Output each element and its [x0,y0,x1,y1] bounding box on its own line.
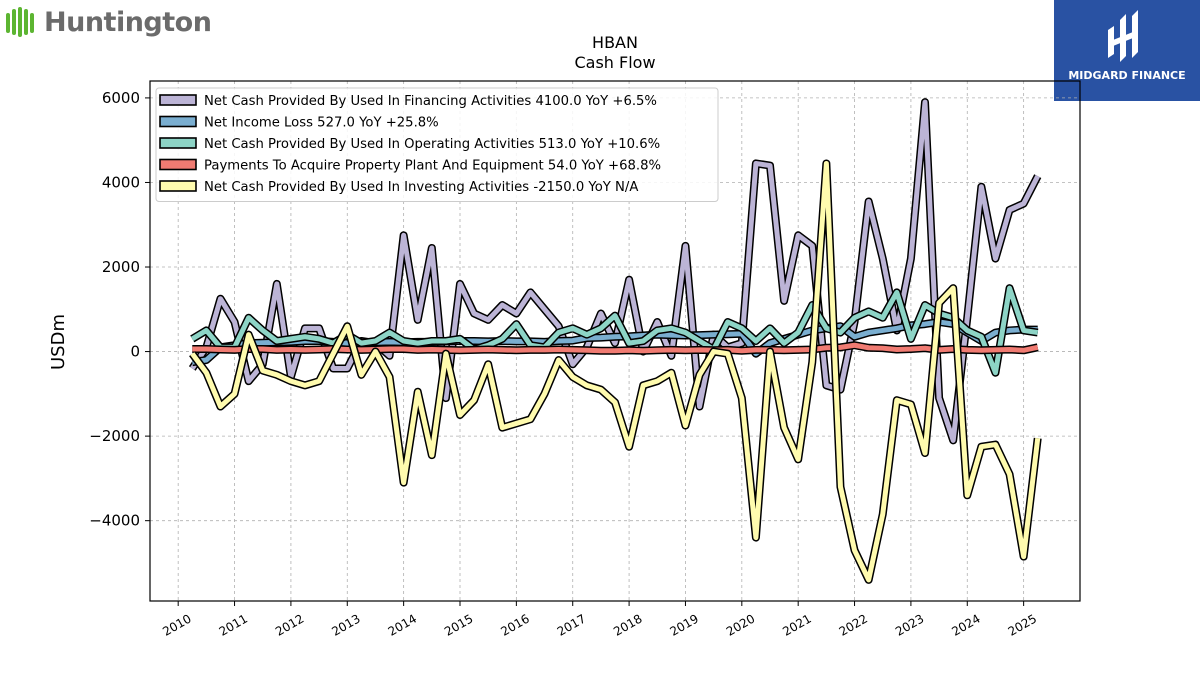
x-tick-label: 2019 [668,611,701,638]
legend-swatch [159,180,197,192]
x-tick-label: 2023 [893,611,926,638]
x-tick-label: 2010 [160,611,193,638]
huntington-leaf-icon [6,7,34,37]
legend-swatch [159,115,197,128]
legend-label: Net Cash Provided By Used In Financing A… [204,94,657,109]
y-tick-label: 0 [130,343,140,361]
legend-label: Net Income Loss 527.0 YoY +25.8% [204,116,439,131]
x-tick-label: 2018 [611,611,644,638]
y-tick-label: −2000 [89,427,140,445]
x-tick-label: 2022 [837,611,870,638]
plot-frame [149,80,1081,602]
y-axis-ticks: −4000 −2000 0 2000 4000 6000 [89,89,150,530]
legend-label: Payments To Acquire Property Plant And E… [204,159,661,174]
x-axis-ticks: 2010 2011 2012 2013 2014 2015 2016 2017 2018 2019… [160,601,1039,639]
x-tick-label: 2012 [273,611,306,638]
huntington-logo: Huntington [4,4,212,40]
y-tick-label: 4000 [102,173,140,191]
x-tick-label: 2014 [386,611,419,638]
x-tick-label: 2025 [1006,611,1039,638]
huntington-wordmark: Huntington [44,6,212,38]
series-line [190,160,1041,583]
midgard-finance-text: MIDGARD FINANCE [1068,69,1186,82]
chart-subtitle: Cash Flow [574,53,655,72]
series-lines [188,98,1042,584]
legend-swatch [159,158,197,171]
series-2 [190,284,1039,377]
x-tick-label: 2016 [498,611,531,638]
y-tick-label: 6000 [102,89,140,107]
midgard-finance-logo: MIDGARD FINANCE [1054,0,1200,101]
legend-box [155,87,719,202]
x-tick-label: 2011 [217,611,250,638]
x-tick-label: 2013 [329,611,362,638]
x-tick-label: 2017 [555,611,588,638]
legend-swatch [159,137,197,149]
legend-swatch [159,94,197,106]
legend: Net Cash Provided By Used In Financing A… [155,87,719,202]
y-tick-label: 2000 [102,258,140,276]
x-tick-label: 2021 [780,611,813,638]
x-tick-label: 2024 [949,611,982,638]
legend-label: Net Cash Provided By Used In Operating A… [204,137,660,152]
midgard-emblem-icon [1108,10,1138,62]
y-tick-label: −4000 [89,512,140,530]
x-tick-label: 2015 [442,611,475,638]
series-line [190,285,1039,376]
legend-label: Net Cash Provided By Used In Investing A… [204,180,638,195]
chart-title: HBAN [592,33,638,52]
series-4 [189,159,1042,584]
y-axis-label: USDm [48,314,69,370]
x-tick-label: 2020 [724,611,757,638]
